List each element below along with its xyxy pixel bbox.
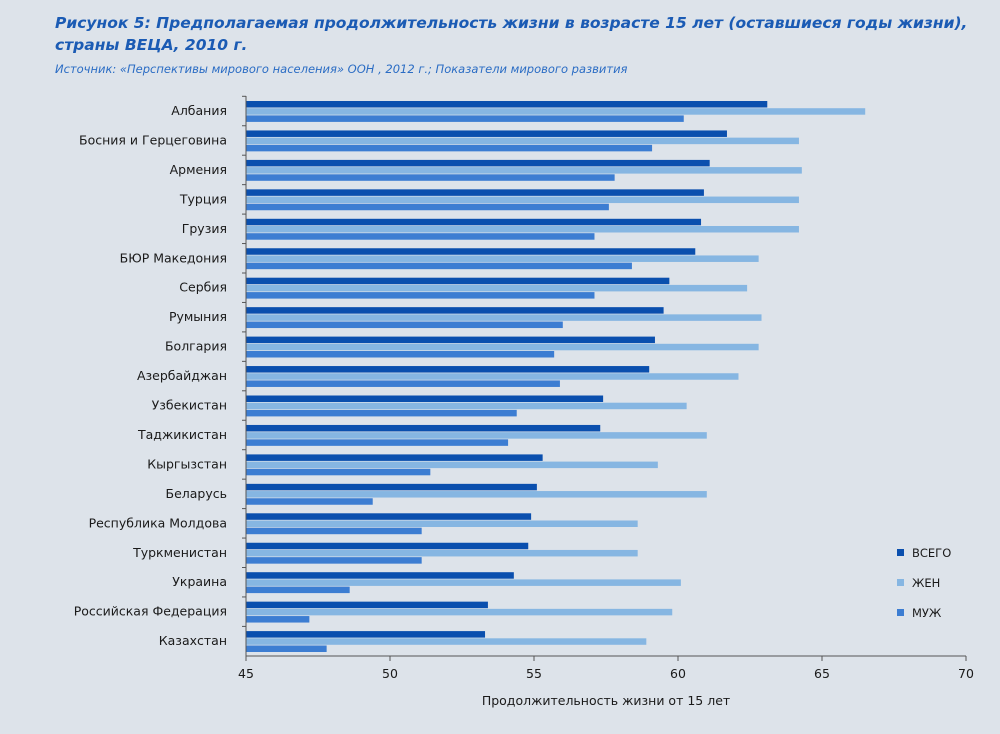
bar-ЖЕН-БЮР Македония bbox=[246, 255, 759, 262]
bar-ЖЕН-Армения bbox=[246, 167, 802, 174]
x-tick-label: 60 bbox=[670, 666, 686, 681]
bar-ЖЕН-Сербия bbox=[246, 284, 748, 292]
category-label: Сербия bbox=[179, 280, 227, 295]
bar-ЖЕН-Босния и Герцеговина bbox=[246, 137, 799, 145]
bar-ВСЕГО-Казахстан bbox=[246, 631, 486, 638]
legend-swatch bbox=[897, 579, 904, 586]
bar-ВСЕГО-БЮР Македония bbox=[246, 248, 696, 255]
legend-label: ВСЕГО bbox=[912, 546, 951, 560]
x-axis-label: Продолжительность жизни от 15 лет bbox=[482, 693, 730, 708]
category-label: Болгария bbox=[165, 339, 227, 354]
bar-МУЖ-Болгария bbox=[246, 351, 555, 358]
x-tick-label: 70 bbox=[958, 666, 974, 681]
bar-МУЖ-Таджикистан bbox=[246, 439, 509, 446]
bar-ЖЕН-Таджикистан bbox=[246, 432, 707, 439]
category-label: Румыния bbox=[169, 309, 227, 324]
bar-МУЖ-Российская Федерация bbox=[246, 616, 310, 623]
bar-ЖЕН-Республика Молдова bbox=[246, 520, 638, 527]
bar-МУЖ-Грузия bbox=[246, 233, 595, 240]
bar-МУЖ-Туркменистан bbox=[246, 557, 422, 564]
bar-ЖЕН-Российская Федерация bbox=[246, 608, 673, 616]
bar-МУЖ-Турция bbox=[246, 203, 609, 211]
bar-МУЖ-БЮР Македония bbox=[246, 262, 632, 270]
x-tick-label: 55 bbox=[526, 666, 542, 681]
legend-swatch bbox=[897, 549, 904, 556]
bar-ВСЕГО-Туркменистан bbox=[246, 542, 529, 550]
bar-ВСЕГО-Албания bbox=[246, 101, 768, 108]
bar-ЖЕН-Узбекистан bbox=[246, 402, 687, 410]
bar-ЖЕН-Беларусь bbox=[246, 491, 707, 498]
bar-ЖЕН-Кыргызстан bbox=[246, 461, 658, 469]
bar-ВСЕГО-Армения bbox=[246, 159, 710, 167]
category-label: Таджикистан bbox=[137, 427, 227, 442]
bar-ЖЕН-Румыния bbox=[246, 314, 762, 321]
bar-ВСЕГО-Российская Федерация bbox=[246, 601, 488, 609]
bar-МУЖ-Босния и Герцеговина bbox=[246, 144, 653, 152]
legend-label: МУЖ bbox=[912, 606, 942, 620]
chart-title: Рисунок 5: Предполагаемая продолжительно… bbox=[55, 14, 968, 54]
category-label: Российская Федерация bbox=[74, 604, 227, 619]
chart-subtitle: Источник: «Перспективы мирового населени… bbox=[55, 62, 628, 76]
bar-МУЖ-Казахстан bbox=[246, 645, 327, 652]
category-label: Азербайджан bbox=[137, 368, 227, 383]
bar-МУЖ-Узбекистан bbox=[246, 409, 517, 417]
bar-ЖЕН-Туркменистан bbox=[246, 549, 638, 557]
bar-ЖЕН-Украина bbox=[246, 579, 681, 586]
category-label: Республика Молдова bbox=[89, 515, 227, 530]
x-tick-label: 65 bbox=[814, 666, 830, 681]
bar-ВСЕГО-Украина bbox=[246, 572, 514, 579]
bar-ВСЕГО-Болгария bbox=[246, 336, 655, 344]
category-label: Армения bbox=[170, 162, 227, 177]
bar-ЖЕН-Албания bbox=[246, 108, 866, 115]
bar-МУЖ-Кыргызстан bbox=[246, 468, 431, 476]
bar-ВСЕГО-Азербайджан bbox=[246, 366, 650, 373]
category-label: Босния и Герцеговина bbox=[79, 132, 227, 147]
category-label: Казахстан bbox=[159, 633, 227, 648]
category-label: БЮР Македония bbox=[120, 250, 227, 265]
legend-swatch bbox=[897, 609, 904, 616]
bar-ЖЕН-Казахстан bbox=[246, 638, 647, 645]
category-label: Кыргызстан bbox=[147, 456, 227, 471]
bar-ВСЕГО-Румыния bbox=[246, 307, 664, 314]
bar-ВСЕГО-Таджикистан bbox=[246, 424, 601, 432]
bar-ВСЕГО-Узбекистан bbox=[246, 395, 604, 402]
bar-ВСЕГО-Босния и Герцеговина bbox=[246, 130, 727, 137]
bar-МУЖ-Армения bbox=[246, 174, 615, 181]
category-label: Турция bbox=[179, 191, 227, 206]
bar-МУЖ-Азербайджан bbox=[246, 380, 560, 387]
bar-ВСЕГО-Турция bbox=[246, 189, 704, 196]
x-tick-label: 50 bbox=[382, 666, 398, 681]
bar-ВСЕГО-Грузия bbox=[246, 218, 702, 226]
bar-ВСЕГО-Сербия bbox=[246, 277, 670, 285]
category-label: Албания bbox=[171, 103, 227, 118]
bar-МУЖ-Румыния bbox=[246, 321, 563, 329]
bar-ЖЕН-Азербайджан bbox=[246, 373, 739, 380]
bar-ЖЕН-Болгария bbox=[246, 343, 759, 351]
category-label: Грузия bbox=[182, 221, 227, 236]
bar-ЖЕН-Турция bbox=[246, 196, 799, 204]
bar-МУЖ-Сербия bbox=[246, 292, 595, 299]
category-label: Узбекистан bbox=[152, 398, 227, 413]
category-label: Туркменистан bbox=[132, 545, 227, 560]
legend-label: ЖЕН bbox=[912, 576, 940, 590]
bar-ЖЕН-Грузия bbox=[246, 226, 799, 233]
bar-ВСЕГО-Беларусь bbox=[246, 483, 537, 491]
bar-МУЖ-Республика Молдова bbox=[246, 527, 422, 535]
bar-ВСЕГО-Кыргызстан bbox=[246, 454, 543, 461]
bar-МУЖ-Украина bbox=[246, 586, 350, 594]
category-label: Беларусь bbox=[166, 486, 228, 501]
bar-МУЖ-Албания bbox=[246, 115, 684, 122]
category-label: Украина bbox=[172, 574, 227, 589]
bar-МУЖ-Беларусь bbox=[246, 498, 373, 505]
x-tick-label: 45 bbox=[238, 666, 254, 681]
bar-ВСЕГО-Республика Молдова bbox=[246, 513, 532, 520]
